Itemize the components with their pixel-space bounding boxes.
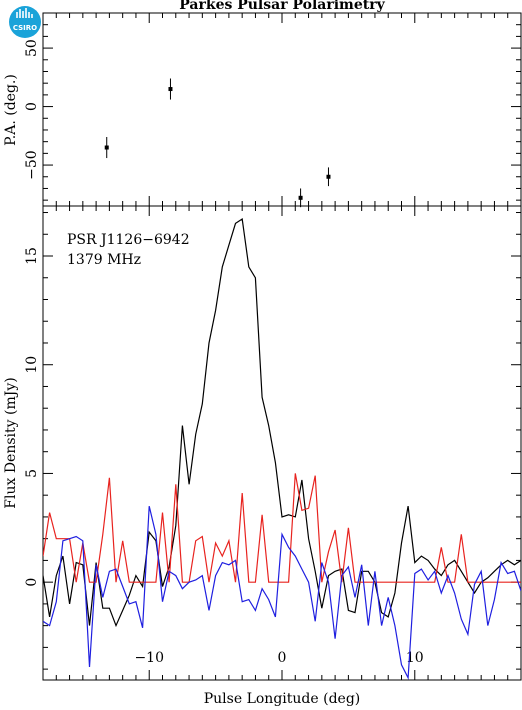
flux-xlabel: Pulse Longitude (deg) (204, 691, 361, 707)
pa-marker (104, 145, 109, 150)
psr-name: PSR J1126−6942 (67, 232, 190, 248)
chart-title: Parkes Pulsar Polarimetry (179, 0, 385, 13)
y-tick-label: 0 (24, 578, 40, 587)
pa-point (298, 188, 303, 208)
y-tick-label: 15 (24, 247, 40, 265)
pa-panel-frame (42, 12, 522, 207)
pa-ylabel: P.A. (deg.) (3, 74, 19, 146)
csiro-logo: CSIRO (9, 6, 41, 38)
flux-panel-frame (42, 205, 522, 681)
y-tick-label: 10 (24, 356, 40, 374)
flux-ylabel: Flux Density (mJy) (3, 377, 19, 508)
flux-ticks: −10 0 10 0 5 10 15 (24, 206, 522, 680)
total-intensity-line (43, 217, 521, 628)
csiro-logo-circle (9, 6, 41, 38)
pa-marker (326, 174, 331, 179)
flux-panel: −10 0 10 0 5 10 15 PSR J1126−6942 1379 MHz Flu… (3, 205, 522, 707)
pa-marker (168, 87, 173, 92)
y-tick-label: 50 (24, 39, 40, 57)
x-tick-label: 10 (406, 650, 424, 666)
y-tick-label: −50 (24, 150, 40, 180)
flux-lines (43, 217, 521, 680)
x-tick-label: −10 (134, 650, 164, 666)
frequency-label: 1379 MHz (67, 252, 141, 268)
pa-ticks: −50 0 50 (24, 12, 522, 206)
circular-polarization-line (43, 505, 521, 680)
pa-points (104, 78, 331, 208)
csiro-logo-text: CSIRO (13, 24, 37, 32)
y-tick-label: 0 (24, 102, 40, 111)
y-tick-label: 5 (24, 469, 40, 478)
linear-polarization-line (43, 473, 521, 583)
pa-point (326, 167, 331, 187)
pa-marker (298, 195, 303, 200)
pa-point (104, 136, 109, 159)
x-tick-label: 0 (278, 650, 287, 666)
pa-panel: −50 0 50 P.A. (deg.) (3, 12, 522, 208)
csiro-logo-bars (16, 8, 33, 18)
pa-point (168, 78, 173, 100)
